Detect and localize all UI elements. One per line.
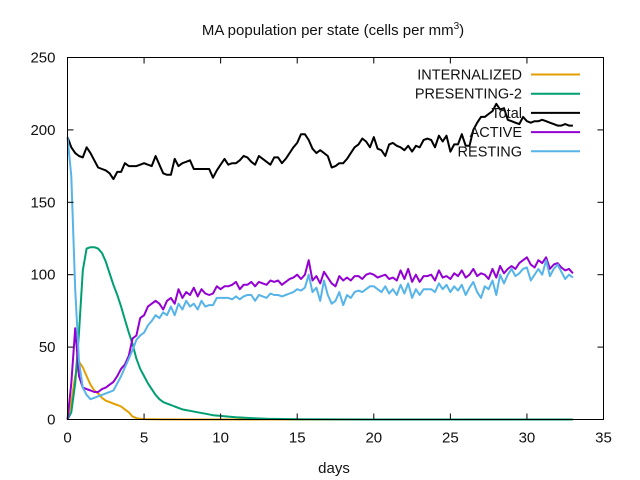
chart-title-tail: ) [459, 22, 464, 39]
legend-label-active: ACTIVE [470, 125, 523, 141]
x-tick-label: 0 [63, 430, 71, 447]
x-tick-label: 15 [289, 430, 306, 447]
legend: INTERNALIZED PRESENTING-2 Total ACTIVE RESTI… [415, 68, 580, 160]
series-line-active [66, 256, 574, 420]
chart-title-superscript: 3 [454, 21, 460, 32]
y-tick-label: 150 [30, 194, 55, 211]
x-tick-label: 30 [519, 430, 536, 447]
x-tick-label: 5 [140, 430, 148, 447]
y-tick-label: 100 [30, 267, 55, 284]
chart-title: MA population per state (cells per mm3) [202, 21, 464, 39]
y-tick-label: 0 [47, 412, 55, 429]
x-tick-label: 35 [595, 430, 612, 447]
y-tick-label: 200 [30, 122, 55, 139]
plot-frame [67, 57, 604, 420]
series-line-presenting-2 [66, 246, 573, 421]
chart-title-main: MA population per state (cells per mm [202, 22, 454, 39]
x-axis-label: days [318, 460, 350, 477]
legend-label-internalized: INTERNALIZED [417, 68, 522, 84]
y-tick-label: 50 [39, 339, 56, 356]
legend-label-presenting-2: PRESENTING-2 [415, 87, 522, 103]
axis-tick-labels: 0 5 10 15 20 25 30 35 0 50 100 150 200 250 [30, 50, 611, 447]
x-tick-label: 25 [442, 430, 459, 447]
legend-label-total: Total [491, 106, 522, 122]
legend-label-resting: RESTING [458, 144, 522, 160]
x-tick-label: 20 [365, 430, 382, 447]
series-line-resting [66, 137, 574, 401]
y-tick-label: 250 [30, 50, 55, 67]
series-line-total [66, 102, 573, 181]
x-tick-label: 10 [212, 430, 229, 447]
